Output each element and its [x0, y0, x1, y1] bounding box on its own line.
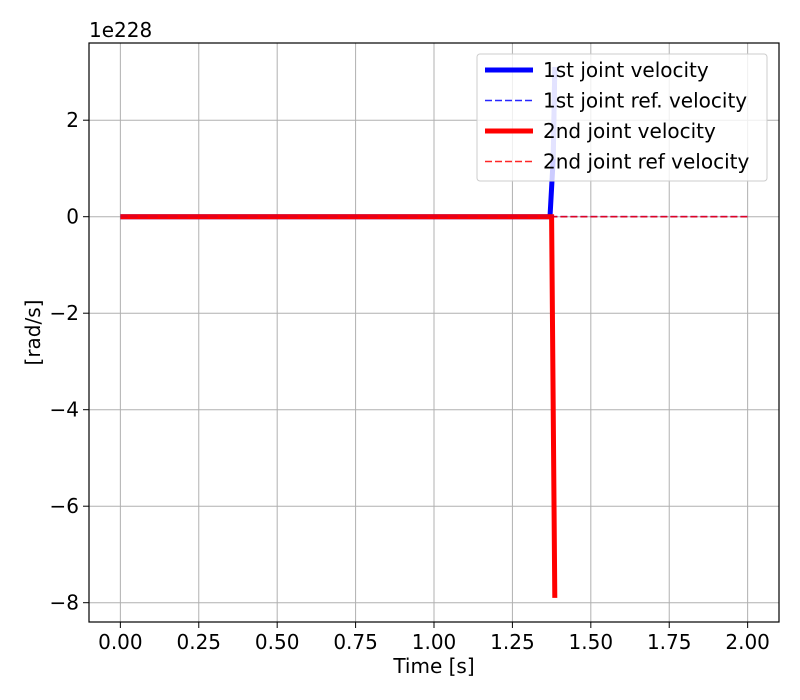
legend: 1st joint velocity 1st joint ref. velocit…: [476, 53, 768, 182]
legend-label-2: 1st joint ref. velocity: [543, 89, 747, 113]
y-tick-label: 2: [66, 108, 79, 132]
legend-label-3: 2nd joint velocity: [543, 119, 716, 143]
x-tick-label: 0.25: [177, 630, 222, 654]
x-tick-label: 1.50: [569, 630, 614, 654]
x-tick-label: 0.50: [255, 630, 300, 654]
y-tick-label: 0: [66, 205, 79, 229]
y-tick-label: −2: [50, 301, 79, 325]
y-offset-text: 1e228: [89, 18, 152, 42]
x-tick-label: 0.75: [333, 630, 378, 654]
y-axis-label: [rad/s]: [21, 300, 45, 366]
y-tick-label: −6: [50, 494, 79, 518]
y-tick-label: −4: [50, 398, 79, 422]
legend-label-4: 2nd joint ref velocity: [543, 150, 749, 174]
legend-box: [476, 53, 768, 182]
x-tick-label: 2.00: [725, 630, 770, 654]
x-tick-label: 0.00: [98, 630, 143, 654]
x-tick-label: 1.75: [647, 630, 692, 654]
x-tick-label: 1.25: [490, 630, 535, 654]
x-tick-label: 1.00: [412, 630, 457, 654]
ticks: 0.00 0.25 0.50 0.75 1.00 1.25 1.50 1.75 2.00 2 0 −2…: [50, 108, 770, 654]
legend-label-1: 1st joint velocity: [543, 58, 709, 82]
x-axis-label: Time [s]: [392, 654, 474, 678]
y-tick-label: −8: [50, 591, 79, 615]
